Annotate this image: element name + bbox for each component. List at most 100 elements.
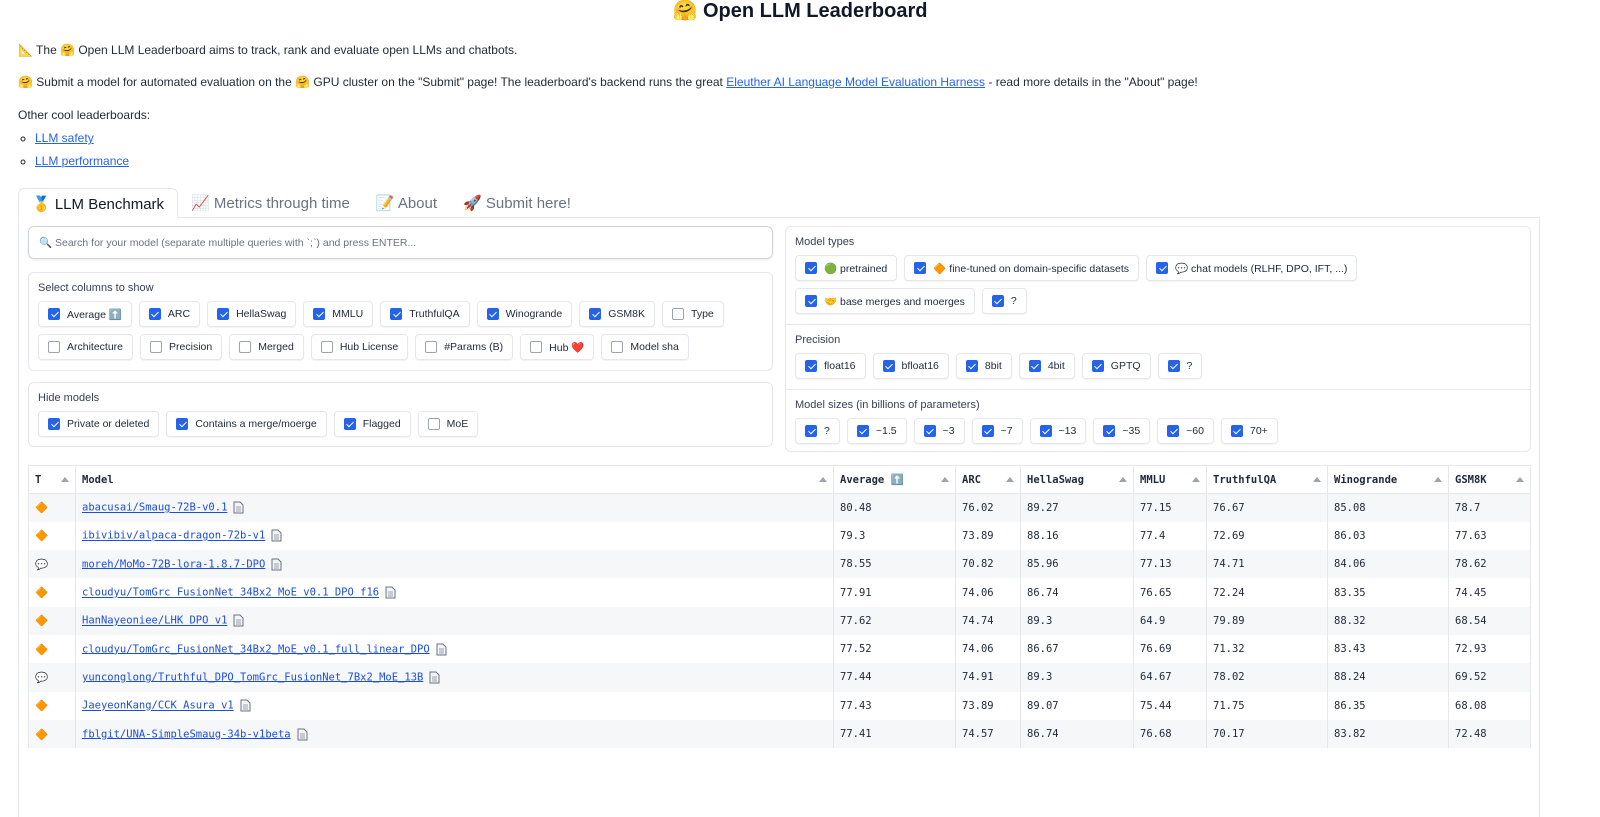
checkbox[interactable] xyxy=(1167,425,1180,437)
checkbox[interactable] xyxy=(1156,262,1169,274)
checkbox[interactable] xyxy=(1103,425,1116,437)
model-link[interactable]: moreh/MoMo-72B-lora-1.8.7-DPO xyxy=(82,558,266,571)
checkbox[interactable] xyxy=(672,308,684,320)
checkbox-option[interactable]: 70+ xyxy=(1220,418,1278,444)
checkbox[interactable] xyxy=(150,341,163,353)
checkbox[interactable] xyxy=(1167,360,1180,372)
harness-link[interactable]: Eleuther AI Language Model Evaluation Ha… xyxy=(726,75,986,89)
checkbox-option[interactable]: MMLU xyxy=(303,301,374,327)
checkbox[interactable] xyxy=(148,308,161,320)
checkbox-option[interactable]: Merged xyxy=(229,334,304,360)
checkbox[interactable] xyxy=(427,418,440,430)
copy-icon[interactable] xyxy=(233,614,244,627)
checkbox-option[interactable]: ARC xyxy=(138,301,201,327)
checkbox-option[interactable]: Type xyxy=(662,301,724,327)
column-header[interactable]: Winogrande xyxy=(1327,465,1449,494)
checkbox[interactable] xyxy=(343,418,356,430)
copy-icon[interactable] xyxy=(233,501,244,514)
checkbox[interactable] xyxy=(48,418,60,430)
checkbox-option[interactable]: ~1.5 xyxy=(846,418,907,444)
column-header[interactable]: MMLU xyxy=(1133,465,1207,494)
checkbox-option[interactable]: ? xyxy=(795,418,840,444)
checkbox-option[interactable]: 🤝 base merges and moerges xyxy=(795,288,975,314)
model-link[interactable]: HanNayeoniee/LHK_DPO_v1 xyxy=(82,614,228,627)
checkbox-option[interactable]: 🟢 pretrained xyxy=(795,255,898,281)
checkbox-option[interactable]: Precision xyxy=(140,334,223,360)
tab[interactable]: 📈 Metrics through time xyxy=(191,195,350,212)
checkbox[interactable] xyxy=(856,425,869,437)
checkbox-option[interactable]: ~35 xyxy=(1093,418,1151,444)
checkbox[interactable] xyxy=(239,341,252,353)
copy-icon[interactable] xyxy=(271,529,282,542)
model-link[interactable]: abacusai/Smaug-72B-v0.1 xyxy=(82,501,228,514)
checkbox-option[interactable]: ~13 xyxy=(1029,418,1087,444)
checkbox-option[interactable]: TruthfulQA xyxy=(380,301,470,327)
checkbox[interactable] xyxy=(390,308,403,320)
checkbox-option[interactable]: Private or deleted xyxy=(38,411,160,437)
checkbox-option[interactable]: ? xyxy=(981,288,1027,314)
checkbox-option[interactable]: ? xyxy=(1157,353,1203,379)
column-header[interactable]: HellaSwag xyxy=(1020,465,1134,494)
leaderboard-link[interactable]: LLM safety xyxy=(35,131,94,145)
checkbox-option[interactable]: #Params (B) xyxy=(415,334,514,360)
checkbox-option[interactable]: GPTQ xyxy=(1081,353,1151,379)
checkbox-option[interactable]: Average ⬆️ xyxy=(38,301,132,327)
checkbox[interactable] xyxy=(217,308,230,320)
model-link[interactable]: cloudyu/TomGrc_FusionNet_34Bx2_MoE_v0.1_… xyxy=(82,643,430,656)
checkbox[interactable] xyxy=(1039,425,1052,437)
checkbox-option[interactable]: Hub License xyxy=(310,334,409,360)
model-link[interactable]: yunconglong/Truthful_DPO_TomGrc_FusionNe… xyxy=(82,671,424,684)
checkbox[interactable] xyxy=(914,262,927,274)
checkbox-option[interactable]: Model sha xyxy=(601,334,689,360)
column-header[interactable]: TruthfulQA xyxy=(1206,465,1328,494)
checkbox-option[interactable]: Contains a merge/moerge xyxy=(166,411,327,437)
checkbox-option[interactable]: HellaSwag xyxy=(207,301,297,327)
column-header[interactable]: Average ⬆️ xyxy=(833,465,956,494)
column-header[interactable]: Model xyxy=(75,465,834,494)
checkbox[interactable] xyxy=(991,295,1004,307)
checkbox[interactable] xyxy=(882,360,895,372)
checkbox-option[interactable]: float16 xyxy=(795,353,866,379)
checkbox[interactable] xyxy=(1091,360,1104,372)
checkbox[interactable] xyxy=(313,308,326,320)
checkbox[interactable] xyxy=(805,425,817,437)
copy-icon[interactable] xyxy=(297,728,308,741)
model-link[interactable]: fblgit/UNA-SimpleSmaug-34b-v1beta xyxy=(82,728,291,741)
column-header[interactable]: ARC xyxy=(955,465,1021,494)
checkbox[interactable] xyxy=(1230,425,1243,437)
checkbox-option[interactable]: Architecture xyxy=(38,334,134,360)
checkbox-option[interactable]: 4bit xyxy=(1018,353,1075,379)
copy-icon[interactable] xyxy=(240,699,251,712)
copy-icon[interactable] xyxy=(436,643,447,656)
checkbox-option[interactable]: Flagged xyxy=(333,411,411,437)
tab[interactable]: 📝 About xyxy=(375,195,438,212)
copy-icon[interactable] xyxy=(385,586,396,599)
checkbox[interactable] xyxy=(320,341,333,353)
model-link[interactable]: cloudyu/TomGrc_FusionNet_34Bx2_MoE_v0.1_… xyxy=(82,586,380,599)
checkbox-option[interactable]: ~3 xyxy=(913,418,965,444)
checkbox[interactable] xyxy=(923,425,936,437)
checkbox-option[interactable]: bfloat16 xyxy=(872,353,949,379)
checkbox[interactable] xyxy=(965,360,978,372)
checkbox[interactable] xyxy=(48,308,60,320)
checkbox[interactable] xyxy=(589,308,602,320)
checkbox[interactable] xyxy=(48,341,60,353)
checkbox[interactable] xyxy=(611,341,624,353)
checkbox[interactable] xyxy=(176,418,189,430)
checkbox-option[interactable]: Winogrande xyxy=(476,301,573,327)
checkbox[interactable] xyxy=(486,308,499,320)
checkbox-option[interactable]: ~60 xyxy=(1157,418,1214,444)
checkbox[interactable] xyxy=(805,360,817,372)
checkbox[interactable] xyxy=(425,341,438,353)
checkbox[interactable] xyxy=(1028,360,1041,372)
checkbox-option[interactable]: 🔶 fine-tuned on domain-specific datasets xyxy=(904,255,1140,281)
checkbox-option[interactable]: GSM8K xyxy=(579,301,655,327)
checkbox-option[interactable]: ~7 xyxy=(971,418,1023,444)
checkbox[interactable] xyxy=(530,341,543,353)
checkbox[interactable] xyxy=(805,295,817,307)
column-header[interactable]: T xyxy=(28,465,76,494)
column-header[interactable]: GSM8K xyxy=(1448,465,1531,494)
checkbox[interactable] xyxy=(805,262,817,274)
checkbox-option[interactable]: Hub ❤️ xyxy=(520,334,595,360)
tab[interactable]: 🥇 LLM Benchmark xyxy=(18,188,179,218)
